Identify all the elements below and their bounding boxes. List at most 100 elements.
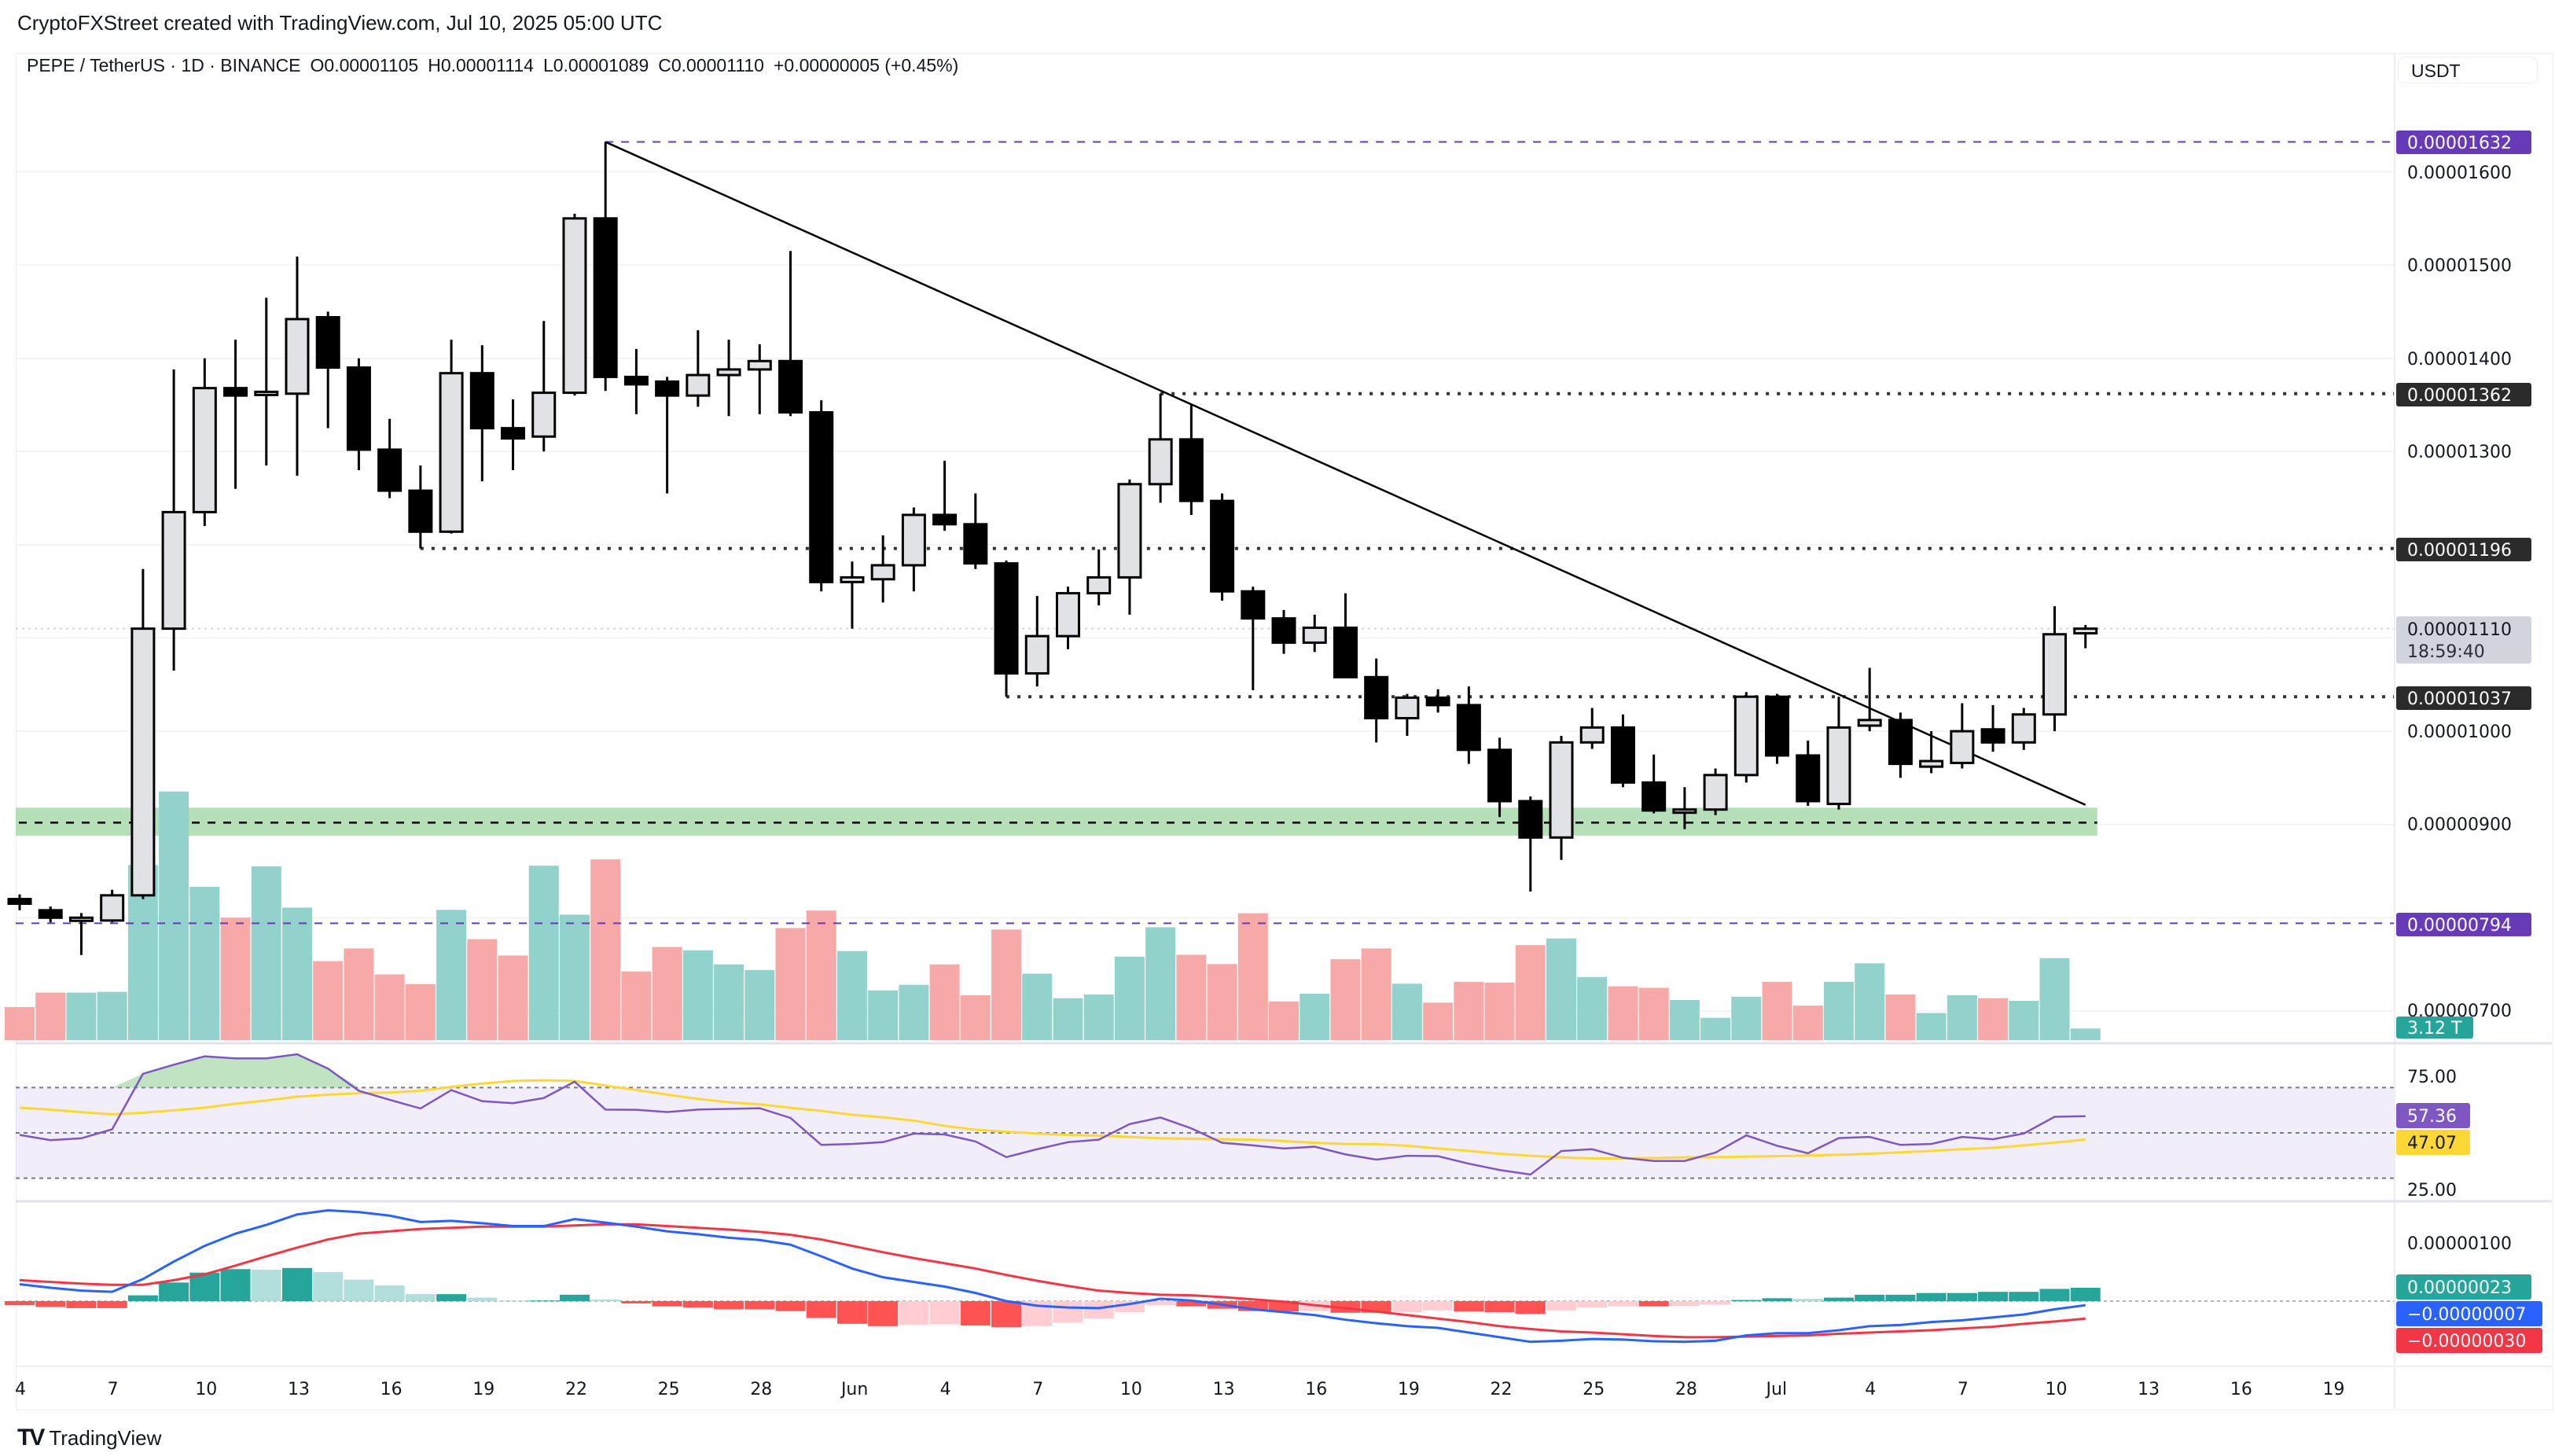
currency-button[interactable]: USDT <box>2398 57 2538 83</box>
candle-body <box>131 627 156 897</box>
candle-body <box>346 366 371 451</box>
candle-body <box>778 359 803 414</box>
candle-body <box>1950 730 1975 764</box>
time-label: 16 <box>2230 1380 2252 1399</box>
candle-body <box>1549 741 1574 839</box>
legend-change: +0.00000005 (+0.45%) <box>773 55 959 75</box>
candle-body <box>1518 800 1543 839</box>
candle-body <box>501 427 526 440</box>
time-axis[interactable]: 4 7 10 13 16 19 22 25 28 Jun 4 7 10 13 16 19 22 25 28 Jul 4 7… <box>15 1380 2345 1399</box>
volume-bar <box>436 910 467 1040</box>
volume-bar <box>1978 998 2009 1040</box>
macd-histogram-bar <box>714 1301 744 1310</box>
candle-body <box>439 372 464 533</box>
macd-axis[interactable]: 0.00000100 0.00000023 −0.00000007 −0.000… <box>2396 1234 2542 1353</box>
svg-text:18:59:40: 18:59:40 <box>2407 642 2485 662</box>
macd-histogram-bar <box>652 1301 682 1307</box>
macd-histogram-bar <box>1947 1292 1977 1301</box>
candle-body <box>1826 726 1851 806</box>
symbol-name[interactable]: PEPE / TetherUS · 1D · BINANCE <box>27 55 301 75</box>
macd-histogram-bar <box>559 1294 590 1301</box>
rsi-tick: 25.00 <box>2407 1181 2457 1200</box>
time-label: 19 <box>1398 1380 1420 1399</box>
candle-body <box>1857 719 1882 727</box>
candle-body <box>655 380 680 397</box>
time-label: 25 <box>1583 1380 1605 1399</box>
macd-histogram-bar <box>929 1301 960 1325</box>
macd-histogram-bar <box>374 1285 405 1301</box>
macd-histogram-bar <box>498 1300 528 1302</box>
svg-text:57.36: 57.36 <box>2407 1107 2457 1127</box>
volume-bar <box>2039 958 2070 1040</box>
candle-body <box>809 410 834 583</box>
macd-histogram-bar <box>2070 1287 2101 1301</box>
macd-histogram-bar <box>806 1301 836 1318</box>
candle-body <box>1703 774 1728 811</box>
candle-body <box>285 318 310 395</box>
macd-histogram-bar <box>66 1301 97 1308</box>
svg-text:0.00001037: 0.00001037 <box>2407 689 2512 709</box>
badge-resistance-1196: 0.00001196 <box>2396 538 2531 561</box>
volume-bar <box>159 791 189 1040</box>
badge-high-level: 0.00001632 <box>2396 131 2531 154</box>
time-label: 22 <box>1491 1380 1513 1399</box>
volume-bar <box>498 955 528 1040</box>
macd-histogram-bar <box>1391 1301 1422 1313</box>
macd-histogram-bar <box>744 1301 775 1310</box>
candle-body <box>531 392 557 438</box>
volume-bar <box>775 928 806 1040</box>
macd-histogram-bar <box>1577 1301 1608 1308</box>
macd-histogram-bar <box>313 1272 344 1301</box>
candle-body <box>1980 728 2005 744</box>
candle-body <box>1364 675 1389 719</box>
time-label: 19 <box>472 1380 494 1399</box>
volume-bar <box>1823 981 1854 1040</box>
macd-histogram-bar <box>1515 1301 1546 1314</box>
volume-bar <box>1855 963 1885 1040</box>
candle-body <box>686 373 711 397</box>
macd-histogram-bar <box>2039 1289 2070 1301</box>
macd-histogram-bar <box>1978 1292 2009 1301</box>
legend-high: H0.00001114 <box>428 55 534 75</box>
rsi-axis[interactable]: 75.00 25.00 57.36 47.07 <box>2396 1068 2470 1200</box>
volume-bar <box>1423 1002 1454 1040</box>
svg-text:0.00001110: 0.00001110 <box>2407 620 2512 640</box>
macd-histogram-bar <box>405 1294 436 1301</box>
volume-bar <box>1361 948 1391 1040</box>
volume-bar <box>559 914 590 1040</box>
time-label: 4 <box>15 1380 26 1399</box>
volume-bar <box>1515 945 1546 1040</box>
candle-body <box>1117 483 1142 579</box>
legend-low: L0.00001089 <box>542 55 649 75</box>
macd-histogram-bar <box>1731 1300 1762 1301</box>
time-label: 16 <box>380 1380 403 1399</box>
macd-histogram-bar <box>281 1267 312 1301</box>
volume-bar <box>1237 913 1268 1040</box>
badge-low-level: 0.00000794 <box>2396 913 2531 936</box>
legend-close: C0.00001110 <box>658 55 764 75</box>
time-label: 7 <box>108 1380 119 1399</box>
volume-bar <box>35 992 66 1040</box>
candle-body <box>1395 696 1420 719</box>
price-levels <box>16 141 2394 925</box>
volume-bar <box>1145 927 1176 1040</box>
volume-bar <box>1391 984 1422 1040</box>
volume-bar <box>1022 973 1053 1040</box>
macd-histogram-bar <box>1823 1297 1854 1301</box>
candle-body <box>223 387 248 397</box>
candle-body <box>623 375 649 386</box>
macd-histogram-bar <box>991 1301 1022 1328</box>
macd-histogram-bar <box>1484 1301 1515 1313</box>
volume-bar <box>590 859 621 1040</box>
volume-bar <box>836 950 867 1040</box>
tradingview-logo[interactable]: TV TradingView <box>17 1425 161 1451</box>
macd-histogram-bar <box>1608 1301 1638 1307</box>
rsi-pane <box>16 1053 2394 1179</box>
candle-body <box>840 575 865 583</box>
price-axis[interactable]: 0.00001600 0.00001500 0.00001400 0.00001… <box>2396 131 2531 1039</box>
candle-body <box>1302 626 1327 644</box>
macd-histogram-bar <box>1916 1292 1947 1301</box>
volume-bar <box>1669 1000 1700 1040</box>
candle-body <box>1610 726 1635 784</box>
